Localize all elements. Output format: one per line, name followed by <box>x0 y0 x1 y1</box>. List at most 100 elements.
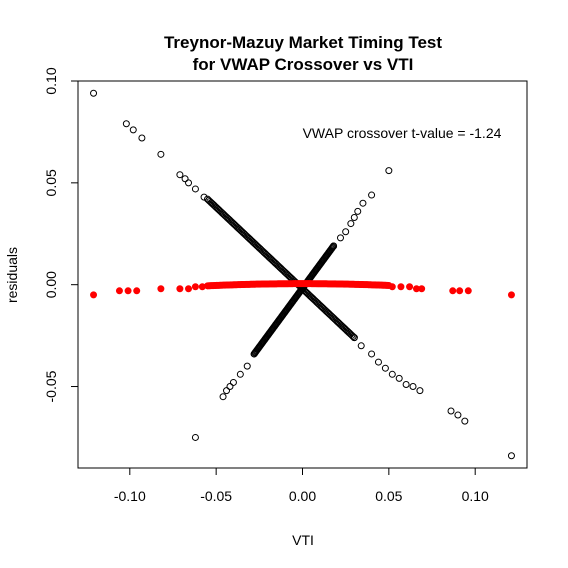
residual-point <box>229 378 237 386</box>
residual-point <box>342 228 350 236</box>
residual-point <box>461 417 469 425</box>
residual-point <box>336 234 344 242</box>
points-layer <box>90 89 515 460</box>
residual-point <box>223 387 231 395</box>
residual-point <box>229 219 237 227</box>
residual-point <box>185 179 193 187</box>
residual-point <box>328 244 336 252</box>
residual-point <box>218 209 226 217</box>
residual-point <box>347 330 355 338</box>
x-tick-label: -0.05 <box>200 488 232 504</box>
residual-point <box>309 294 317 302</box>
residual-point <box>342 326 350 334</box>
residual-point <box>240 230 248 238</box>
fitted-point <box>124 287 132 295</box>
fitted-point <box>418 285 426 293</box>
residual-point <box>323 308 331 316</box>
residual-point <box>285 272 293 280</box>
residual-point <box>267 255 275 263</box>
fitted-point <box>157 285 165 293</box>
residual-point <box>316 301 324 309</box>
residual-point <box>157 150 165 158</box>
residual-point <box>206 197 214 205</box>
residual-point <box>327 312 335 320</box>
fitted-point <box>406 283 414 291</box>
residual-point <box>222 212 230 220</box>
y-axis: -0.05 0.00 0.05 0.10 <box>43 67 79 402</box>
x-axis-label: VTI <box>292 532 314 548</box>
residual-point <box>282 269 290 277</box>
residual-point <box>347 220 355 228</box>
y-tick-label: -0.05 <box>43 370 59 402</box>
residual-point <box>226 216 234 224</box>
residual-point <box>274 262 282 270</box>
x-axis: -0.10 -0.05 0.00 0.05 0.10 <box>114 467 489 504</box>
residual-point <box>260 248 268 256</box>
y-tick-label: 0.05 <box>43 169 59 196</box>
residual-point <box>226 383 234 391</box>
fitted-point <box>191 283 199 291</box>
residual-point <box>191 433 199 441</box>
residual-point <box>181 175 189 183</box>
residual-point <box>213 204 221 212</box>
chart-title-line2: for VWAP Crossover vs VTI <box>193 55 414 74</box>
residual-point <box>349 332 357 340</box>
residual-point <box>236 370 244 378</box>
fitted-point <box>90 291 98 299</box>
residual-point <box>200 193 208 201</box>
residual-point <box>251 240 259 248</box>
residual-point <box>454 411 462 419</box>
residual-point <box>331 315 339 323</box>
fitted-point <box>115 287 123 295</box>
residual-point <box>256 245 264 253</box>
residual-point <box>354 207 362 215</box>
residual-point <box>255 244 263 252</box>
fitted-point <box>464 287 472 295</box>
residual-point <box>374 358 382 366</box>
residual-point <box>263 252 271 260</box>
residual-point <box>357 342 365 350</box>
residual-point <box>90 89 98 97</box>
residual-point <box>271 259 279 267</box>
y-axis-label: residuals <box>4 247 20 303</box>
residual-point <box>385 167 393 175</box>
residual-point <box>343 327 351 335</box>
fitted-point <box>185 285 193 293</box>
x-tick-label: 0.00 <box>289 488 316 504</box>
x-tick-label: 0.05 <box>375 488 402 504</box>
residual-point <box>329 243 337 251</box>
residual-point <box>312 298 320 306</box>
t-value-annotation: VWAP crossover t-value = -1.24 <box>303 125 502 141</box>
fitted-point <box>176 285 184 293</box>
y-tick-label: 0.00 <box>43 271 59 298</box>
residual-point <box>359 199 367 207</box>
fitted-point <box>507 291 515 299</box>
residual-point <box>350 213 358 221</box>
fitted-point <box>385 281 393 289</box>
fitted-point <box>397 283 405 291</box>
residual-point <box>305 291 313 299</box>
residual-point <box>368 350 376 358</box>
residual-point <box>330 242 338 250</box>
residual-point <box>350 334 358 342</box>
fitted-point <box>133 287 141 295</box>
residual-point <box>138 134 146 142</box>
x-tick-label: 0.10 <box>462 488 489 504</box>
residual-point <box>210 201 218 209</box>
fitted-point <box>449 287 457 295</box>
residual-point <box>122 120 130 128</box>
residual-point <box>244 233 252 241</box>
residual-point <box>388 370 396 378</box>
residual-point <box>233 223 241 231</box>
y-tick-label: 0.10 <box>43 67 59 94</box>
residual-point <box>215 206 223 214</box>
residual-point <box>278 266 286 274</box>
residual-point <box>191 185 199 193</box>
residual-point <box>338 322 346 330</box>
residual-point <box>219 393 227 401</box>
residual-point <box>129 126 137 134</box>
residual-point <box>381 364 389 372</box>
residual-point <box>368 191 376 199</box>
residual-point <box>409 383 417 391</box>
residual-point <box>402 380 410 388</box>
